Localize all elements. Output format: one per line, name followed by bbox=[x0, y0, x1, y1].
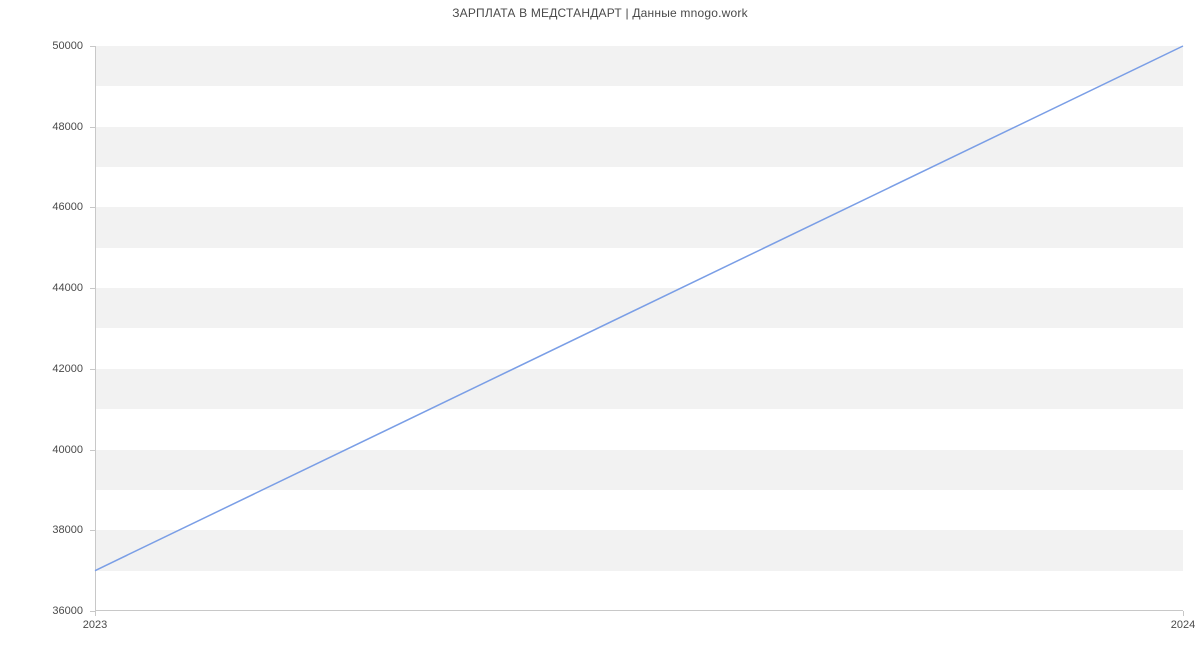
x-tick-label: 2024 bbox=[1171, 619, 1195, 631]
y-tick-mark bbox=[90, 530, 95, 531]
y-tick-label: 50000 bbox=[0, 40, 83, 52]
y-tick-label: 36000 bbox=[0, 605, 83, 617]
x-tick-mark bbox=[95, 611, 96, 616]
y-tick-label: 38000 bbox=[0, 524, 83, 536]
y-tick-label: 44000 bbox=[0, 282, 83, 294]
x-tick-label: 2023 bbox=[83, 619, 107, 631]
y-tick-label: 42000 bbox=[0, 363, 83, 375]
y-tick-label: 40000 bbox=[0, 444, 83, 456]
chart-title: ЗАРПЛАТА В МЕДСТАНДАРТ | Данные mnogo.wo… bbox=[0, 6, 1200, 20]
y-tick-label: 48000 bbox=[0, 121, 83, 133]
line-layer bbox=[95, 46, 1183, 611]
y-tick-mark bbox=[90, 369, 95, 370]
plot-area bbox=[95, 46, 1183, 611]
y-tick-mark bbox=[90, 288, 95, 289]
salary-chart: ЗАРПЛАТА В МЕДСТАНДАРТ | Данные mnogo.wo… bbox=[0, 0, 1200, 650]
y-tick-label: 46000 bbox=[0, 201, 83, 213]
y-tick-mark bbox=[90, 127, 95, 128]
series-line bbox=[95, 46, 1183, 571]
y-tick-mark bbox=[90, 450, 95, 451]
y-tick-mark bbox=[90, 207, 95, 208]
y-tick-mark bbox=[90, 46, 95, 47]
x-tick-mark bbox=[1183, 611, 1184, 616]
